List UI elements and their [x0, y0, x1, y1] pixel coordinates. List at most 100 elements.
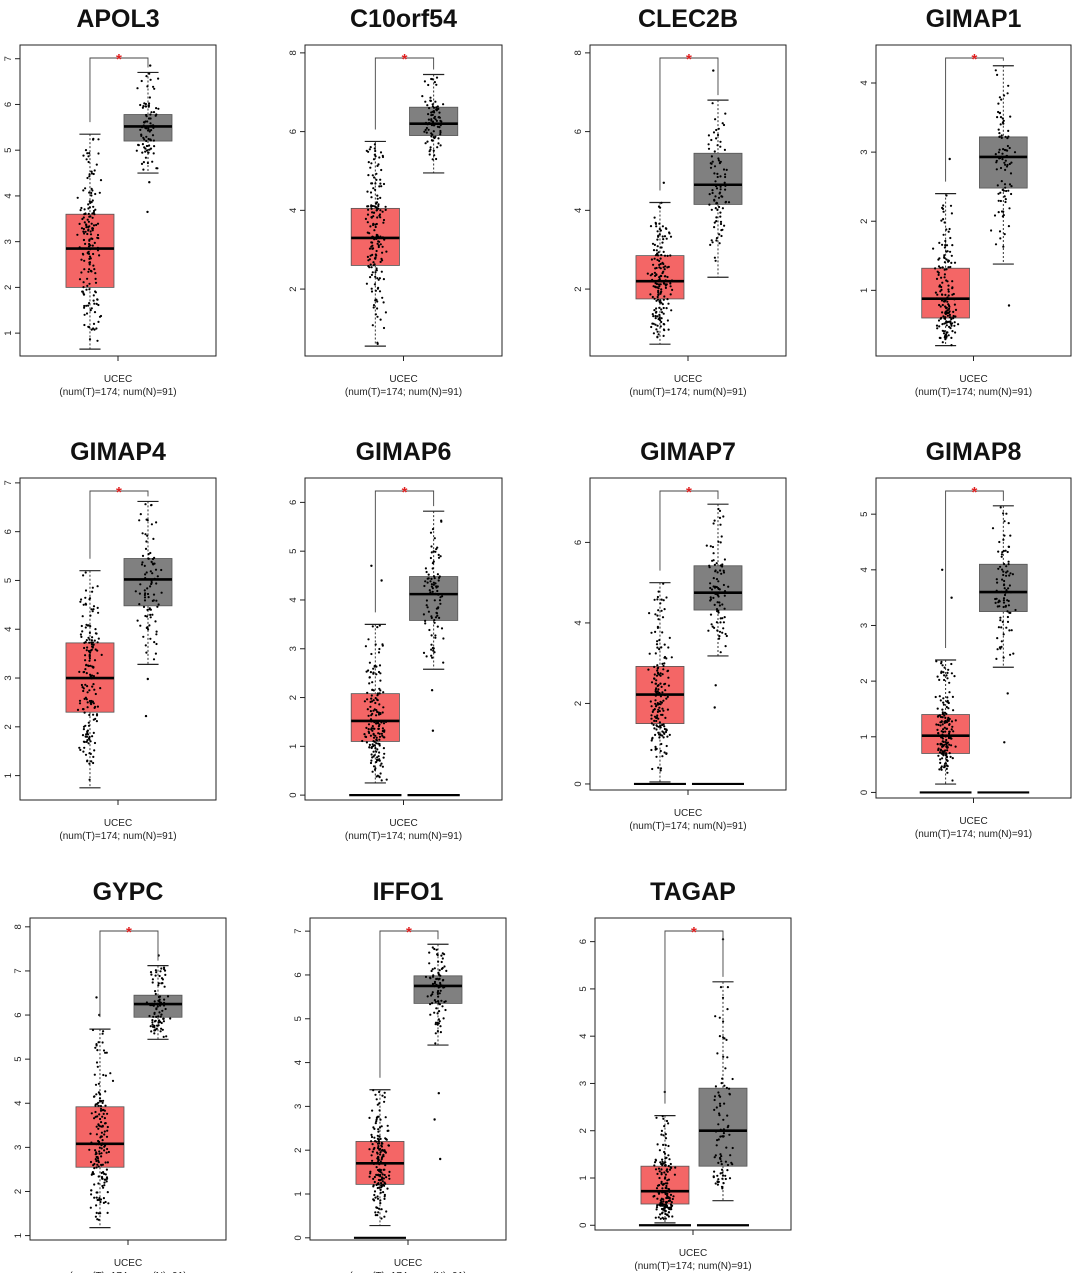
- data-point: [148, 102, 151, 105]
- data-point: [428, 962, 431, 965]
- data-point: [377, 245, 380, 249]
- data-point: [103, 1117, 106, 1120]
- data-point: [84, 589, 88, 592]
- group-label: UCEC: [674, 808, 702, 819]
- data-point: [945, 268, 948, 271]
- data-point: [940, 276, 943, 279]
- data-point: [165, 1035, 168, 1038]
- data-point: [369, 225, 372, 228]
- data-point: [91, 1171, 94, 1174]
- data-point: [145, 135, 148, 138]
- data-point: [96, 1049, 99, 1052]
- data-point: [89, 701, 92, 705]
- data-point: [382, 278, 385, 281]
- data-point: [714, 195, 717, 198]
- data-point: [94, 632, 97, 635]
- data-point: [651, 242, 655, 245]
- data-point: [95, 1196, 98, 1199]
- data-point: [145, 149, 149, 152]
- data-point: [937, 723, 940, 727]
- data-point: [671, 1204, 674, 1207]
- data-point: [88, 657, 91, 660]
- data-point: [657, 1216, 660, 1219]
- data-point: [656, 710, 660, 714]
- data-point: [78, 670, 81, 674]
- data-point: [724, 632, 727, 636]
- data-point: [662, 664, 665, 668]
- data-point: [378, 732, 381, 735]
- data-point: [99, 1212, 102, 1215]
- significance-star: *: [406, 924, 412, 941]
- data-point: [651, 737, 654, 740]
- data-point: [83, 746, 86, 749]
- data-point: [82, 238, 85, 242]
- data-point: [379, 243, 382, 246]
- data-point: [1007, 604, 1011, 607]
- plot-frame: [304, 44, 503, 357]
- data-point: [670, 656, 673, 659]
- outlier-point: [144, 714, 148, 718]
- data-point: [149, 113, 152, 116]
- data-point: [107, 1202, 110, 1205]
- data-point: [438, 992, 441, 995]
- data-point: [719, 145, 722, 148]
- data-point: [429, 96, 432, 99]
- data-point: [1007, 563, 1010, 566]
- group-label: UCEC: [104, 818, 132, 829]
- data-point: [144, 644, 147, 647]
- data-point: [97, 1082, 100, 1085]
- data-point: [152, 152, 155, 155]
- data-point: [86, 733, 90, 736]
- data-point: [943, 317, 947, 320]
- data-point: [717, 1161, 720, 1164]
- data-point: [1000, 136, 1003, 139]
- data-points: [422, 519, 445, 732]
- data-point: [943, 336, 946, 339]
- data-point: [1005, 154, 1009, 157]
- data-point: [708, 203, 711, 206]
- data-point: [384, 1116, 387, 1119]
- data-point: [950, 336, 953, 339]
- data-point: [85, 623, 88, 626]
- outlier-point: [370, 564, 373, 567]
- data-point: [151, 562, 154, 565]
- data-point: [144, 156, 147, 159]
- data-point: [669, 282, 672, 285]
- data-point: [945, 228, 948, 231]
- data-point: [84, 602, 87, 605]
- data-point: [723, 590, 727, 593]
- sample-size-label: (num(T)=174; num(N)=91): [69, 1271, 186, 1273]
- data-point: [662, 1117, 665, 1120]
- data-point: [425, 599, 428, 602]
- iqr-box: [698, 1087, 748, 1167]
- data-point: [384, 720, 388, 724]
- data-point: [711, 625, 714, 628]
- data-point: [383, 736, 386, 739]
- data-point: [725, 1086, 729, 1089]
- data-point: [368, 258, 371, 261]
- data-point: [148, 148, 151, 151]
- data-point: [377, 1183, 380, 1186]
- data-point: [707, 147, 711, 150]
- data-point: [382, 1183, 385, 1186]
- data-point: [937, 754, 940, 757]
- data-point: [655, 674, 659, 677]
- chart-title: GIMAP6: [356, 438, 452, 466]
- data-point: [723, 616, 726, 619]
- data-point: [664, 730, 668, 734]
- data-point: [370, 182, 373, 185]
- data-point: [674, 1190, 678, 1193]
- data-point: [720, 1160, 723, 1163]
- data-point: [945, 738, 948, 742]
- data-point: [159, 970, 162, 973]
- data-point: [934, 291, 938, 294]
- data-point: [664, 1209, 667, 1213]
- data-point: [87, 220, 90, 223]
- data-point: [369, 705, 372, 708]
- data-point: [92, 264, 95, 267]
- data-point: [655, 328, 658, 331]
- data-point: [429, 580, 432, 583]
- data-point: [148, 72, 151, 75]
- data-point: [651, 313, 654, 316]
- data-point: [668, 1158, 671, 1161]
